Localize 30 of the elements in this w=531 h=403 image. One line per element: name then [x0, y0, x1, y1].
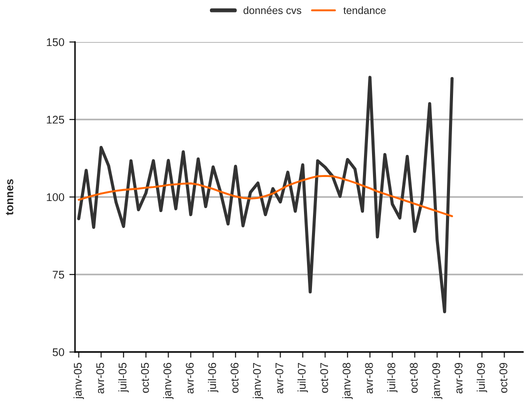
y-tick-label: 50: [52, 348, 64, 356]
x-tick-label: janv-08: [342, 362, 353, 400]
y-tick-label: 75: [52, 270, 64, 279]
line-series: [78, 174, 454, 218]
line-series: [77, 76, 454, 314]
y-tick-label: 150: [46, 38, 64, 46]
x-tick-label: oct-05: [141, 362, 149, 393]
x-tick-label: juil-08: [387, 362, 398, 392]
x-tick-label: janv-06: [163, 362, 174, 400]
x-tick-label: juil-09: [476, 362, 488, 392]
y-axis-title: tonnes: [6, 179, 14, 216]
x-tick-label: juil-07: [298, 362, 308, 392]
x-tick-label: avr-07: [275, 362, 284, 394]
x-tick-label: avr-05: [96, 362, 104, 394]
x-tick-label: avr-09: [454, 362, 463, 394]
x-tick-label: janv-07: [252, 362, 264, 400]
x-tick-label: juil-06: [208, 362, 218, 392]
x-tick-label: oct-06: [230, 362, 239, 393]
y-tick-label: 100: [46, 193, 64, 202]
x-tick-label: oct-08: [410, 362, 418, 393]
x-tick-label: avr-08: [365, 362, 373, 394]
x-tick-label: avr-06: [186, 362, 194, 394]
x-tick-label: juil-05: [118, 362, 129, 392]
x-tick-label: janv-05: [74, 362, 84, 400]
y-tick-label: 125: [46, 116, 64, 124]
legend-label: données cvs: [244, 6, 302, 14]
legend-label: tendance: [343, 6, 386, 14]
x-tick-label: janv-09: [432, 362, 442, 400]
x-tick-label: oct-07: [320, 362, 328, 393]
x-tick-label: oct-09: [499, 362, 508, 393]
